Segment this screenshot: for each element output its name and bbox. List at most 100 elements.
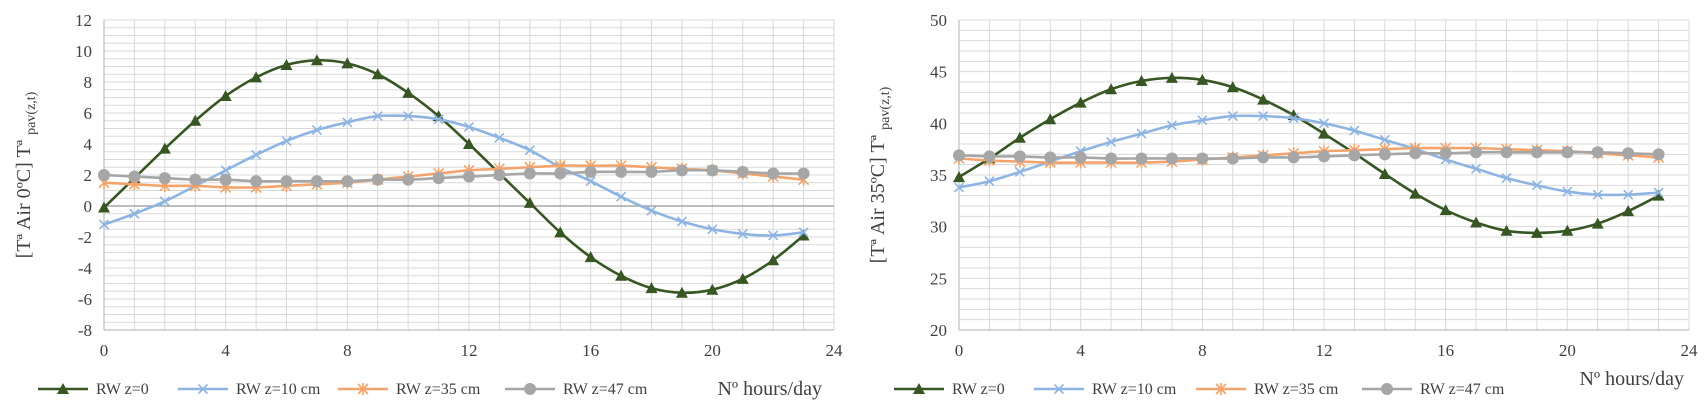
data-point <box>1471 163 1482 174</box>
data-point <box>1623 189 1634 200</box>
data-point <box>584 251 597 263</box>
y-tick-label: 2 <box>84 166 93 185</box>
data-point <box>737 228 748 239</box>
x-tick-label: 24 <box>1681 341 1699 360</box>
y-tick-label: -6 <box>78 290 92 309</box>
data-point <box>1470 216 1483 228</box>
legend-marker <box>524 383 536 395</box>
data-point <box>1106 136 1117 147</box>
x-tick-label: 0 <box>100 341 109 360</box>
data-point <box>189 173 202 186</box>
data-point <box>616 191 627 202</box>
data-point <box>341 175 354 188</box>
legend-label: RW z=0 <box>96 381 149 398</box>
y-tick-label: 10 <box>75 42 92 61</box>
data-point <box>402 173 415 186</box>
legend-marker <box>1053 383 1065 395</box>
data-point <box>984 176 995 187</box>
data-point <box>585 176 596 187</box>
y-tick-label: 20 <box>930 321 947 340</box>
y-tick-label: 8 <box>84 73 93 92</box>
data-point <box>1014 166 1025 177</box>
data-point <box>675 164 688 177</box>
data-point <box>1318 127 1330 139</box>
data-point <box>1378 167 1391 179</box>
y-tick-label: -2 <box>78 228 92 247</box>
data-point <box>1592 189 1603 200</box>
data-point <box>432 172 445 185</box>
data-point <box>523 196 536 208</box>
x-tick-label: 16 <box>1437 341 1454 360</box>
x-tick-label: 20 <box>1559 341 1576 360</box>
data-point <box>128 170 141 183</box>
y-tick-label: 30 <box>930 218 947 237</box>
data-point <box>1378 148 1391 161</box>
data-point <box>402 86 415 98</box>
data-point <box>280 175 293 188</box>
data-point <box>675 286 688 298</box>
data-point <box>1561 146 1574 159</box>
x-tick-label: 4 <box>221 341 230 360</box>
data-point <box>1196 152 1209 165</box>
legend-marker <box>57 383 69 394</box>
series-rw-z-47-cm <box>953 146 1665 165</box>
series-line <box>958 76 1660 235</box>
data-point <box>615 269 628 281</box>
y-tick-label: 40 <box>930 114 947 133</box>
data-point <box>1439 147 1452 160</box>
data-point <box>280 58 293 70</box>
x-axis-label: Nº hours/day <box>717 378 822 400</box>
data-point <box>1652 148 1665 161</box>
legend-label: RW z=10 cm <box>236 381 321 398</box>
data-point <box>797 167 810 180</box>
data-point <box>523 167 536 180</box>
legend-label: RW z=35 cm <box>1254 381 1339 398</box>
data-point <box>646 205 657 216</box>
data-point <box>220 165 231 176</box>
x-tick-label: 12 <box>461 341 478 360</box>
legend-entry: RW z=35 cm <box>1196 381 1339 398</box>
data-point <box>98 169 110 181</box>
legend-label: RW z=35 cm <box>396 381 481 398</box>
legend-label: RW z=47 cm <box>1420 381 1505 398</box>
data-point <box>281 135 292 146</box>
data-point <box>1470 146 1483 159</box>
grid <box>958 19 1690 331</box>
data-point <box>1591 217 1604 229</box>
data-point <box>706 283 719 295</box>
data-point <box>189 114 202 126</box>
data-point <box>953 171 965 183</box>
data-point <box>645 165 658 178</box>
x-tick-label: 12 <box>1316 341 1333 360</box>
data-point <box>129 208 140 219</box>
y-tick-label: 4 <box>84 135 93 154</box>
data-point <box>798 227 809 238</box>
data-point <box>1258 111 1269 122</box>
data-point <box>219 89 232 101</box>
data-point <box>524 145 535 156</box>
data-point <box>1197 115 1208 126</box>
data-point <box>311 124 322 136</box>
data-point <box>463 170 475 183</box>
x-tick-label: 20 <box>704 341 721 360</box>
data-point <box>219 173 232 186</box>
series-rw-z-0 <box>953 71 1665 238</box>
y-axis-label-main: [Tª Air 0ºC] Tª <box>13 135 35 259</box>
legend-entry: RW z=0 <box>38 381 149 398</box>
x-axis-label: Nº hours/day <box>1579 368 1684 390</box>
legend-label: RW z=47 cm <box>563 381 648 398</box>
data-point <box>1227 111 1238 122</box>
data-point <box>1226 152 1239 165</box>
data-point <box>1531 180 1542 191</box>
x-tick-label: 4 <box>1076 341 1085 360</box>
data-point <box>1226 81 1239 93</box>
legend-entry: RW z=10 cm <box>1034 381 1177 398</box>
data-point <box>158 172 171 185</box>
data-point <box>371 173 384 186</box>
x-tick-label: 24 <box>826 341 844 360</box>
data-point <box>1288 113 1299 124</box>
y-axis-label: [Tª Air 35ºC] Tª pav(z,t) <box>867 86 893 263</box>
data-point <box>706 164 719 177</box>
data-point <box>1136 128 1147 139</box>
y-axis-label-main: [Tª Air 35ºC] Tª <box>867 130 889 264</box>
